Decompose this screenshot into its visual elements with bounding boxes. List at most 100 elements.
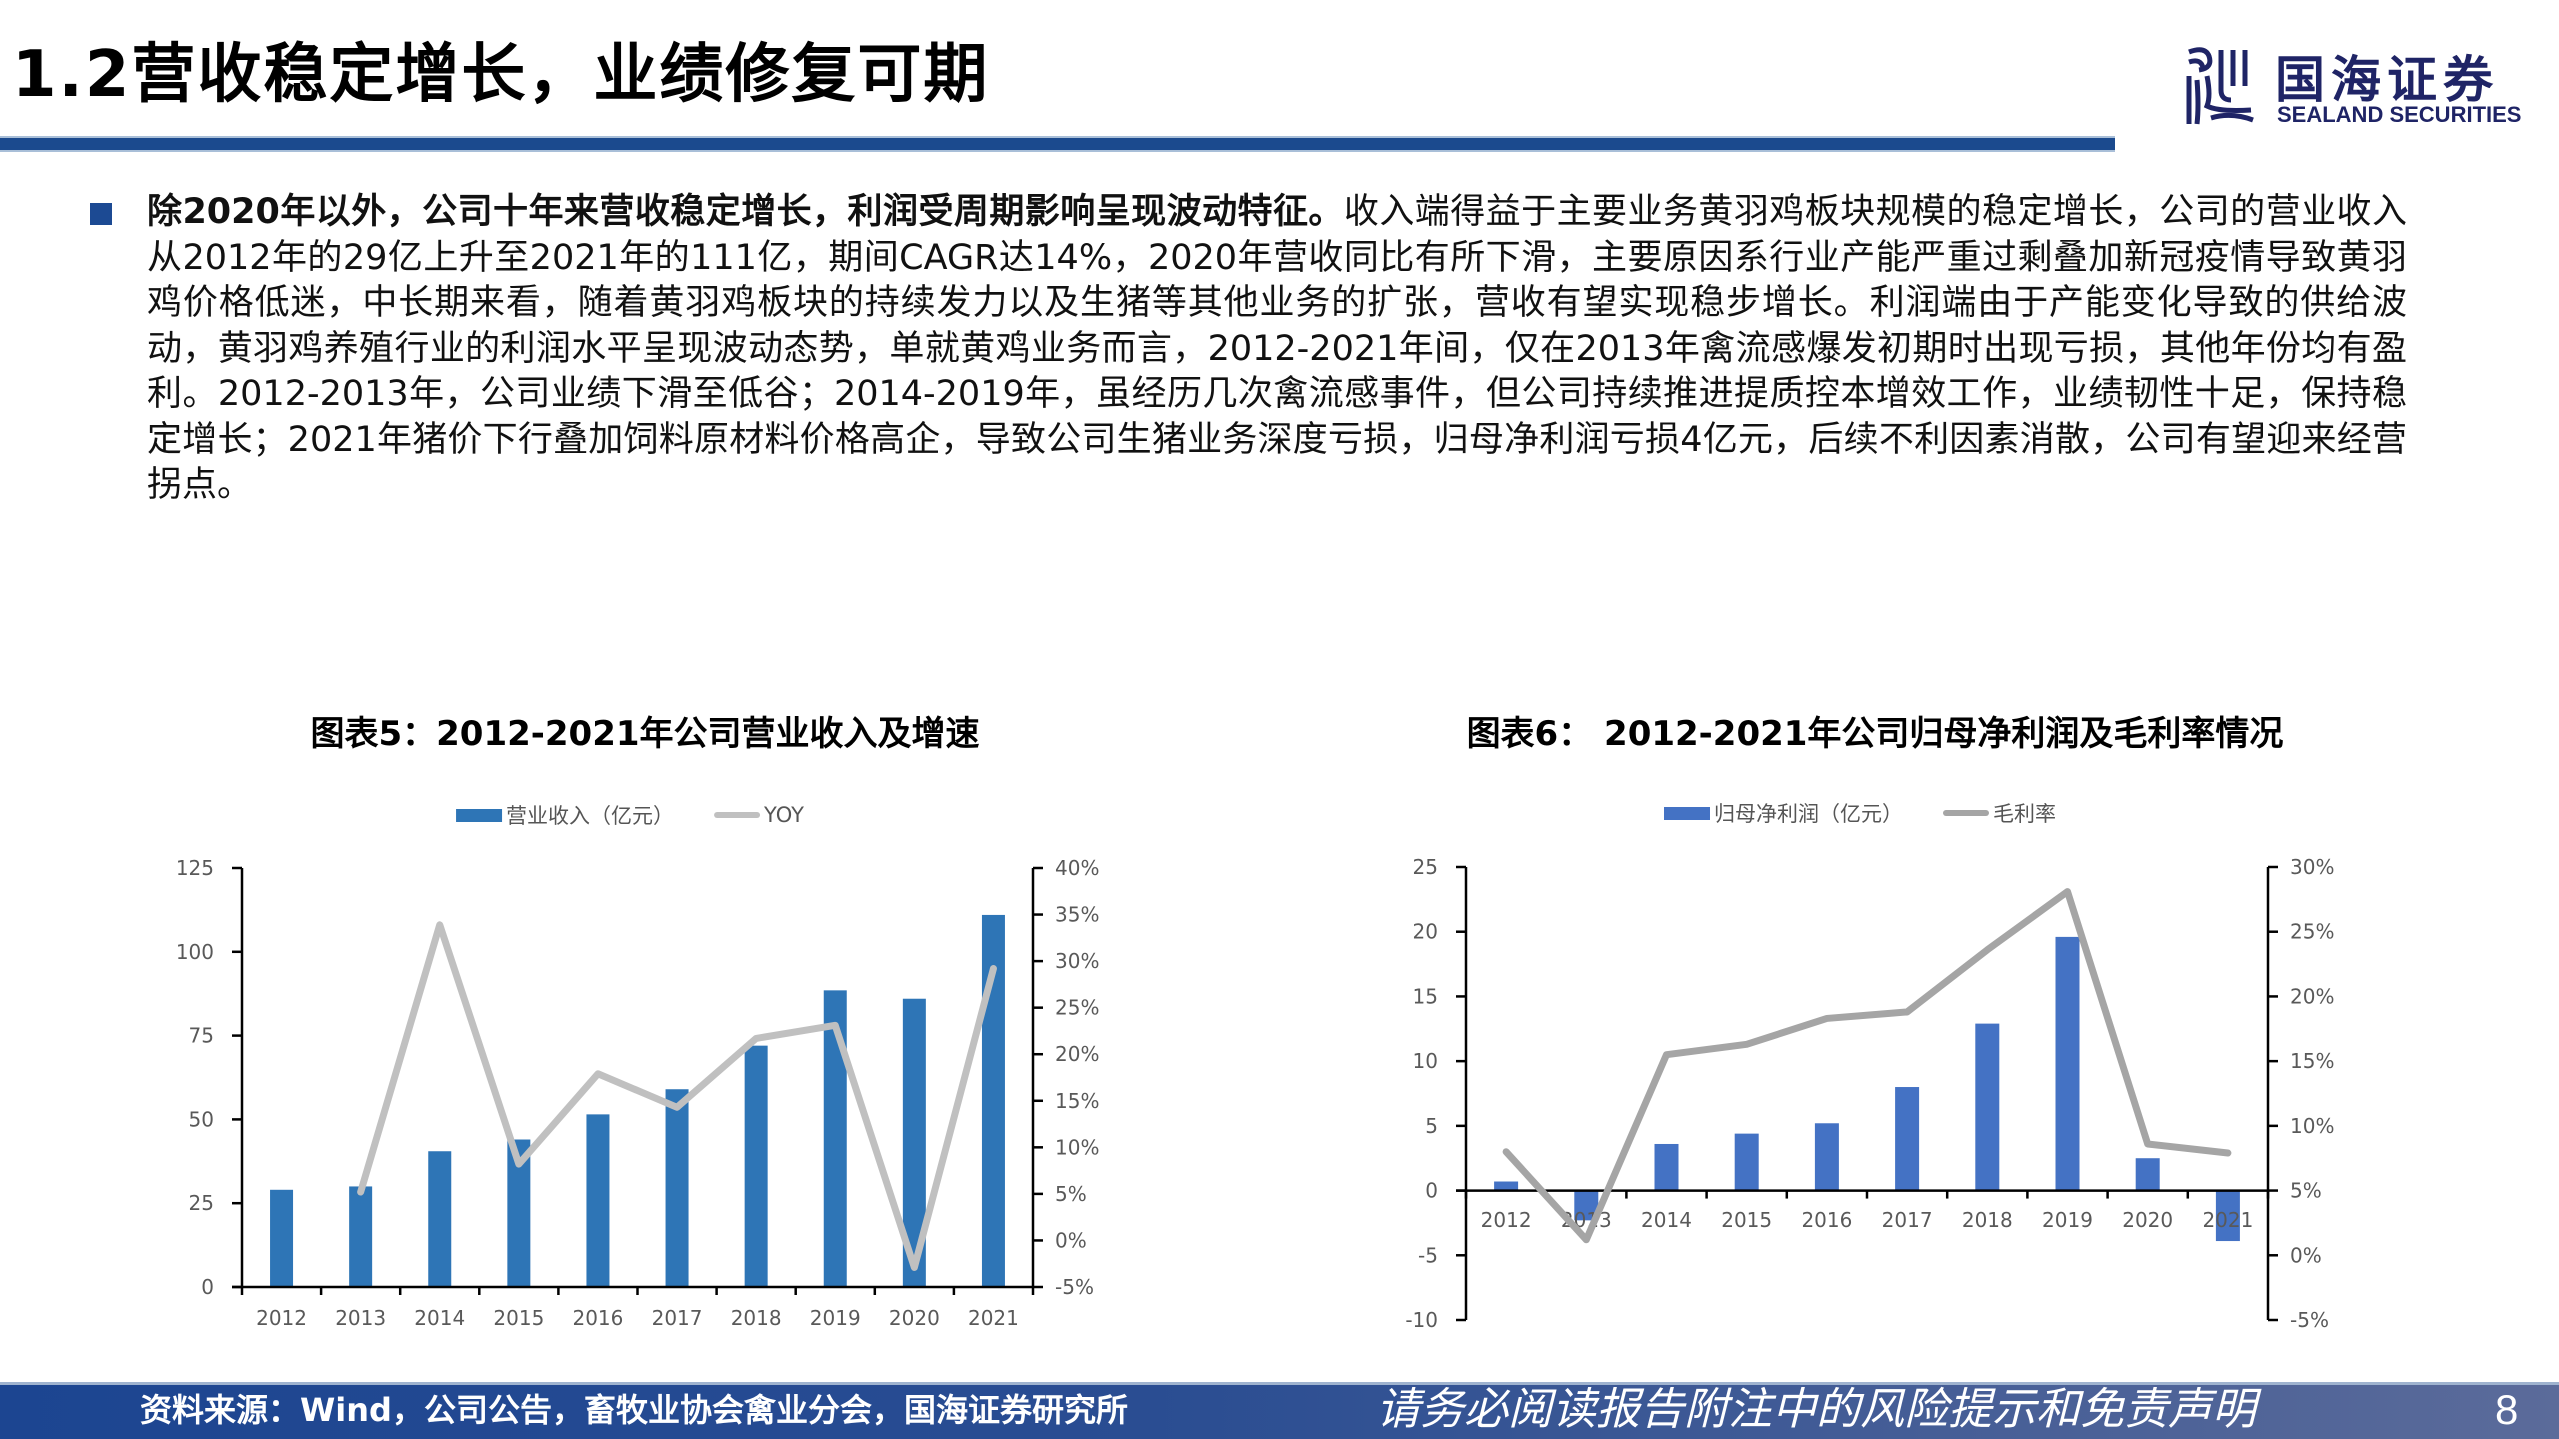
legend-label: YOY	[764, 803, 804, 827]
chart6-title: 图表6： 2012-2021年公司归母净利润及毛利率情况	[1466, 714, 2284, 754]
x-tick-label: 2021	[2202, 1208, 2253, 1232]
x-tick-label: 2012	[256, 1306, 307, 1330]
footer-source: 资料来源：Wind，公司公告，畜牧业协会禽业分会，国海证券研究所	[140, 1391, 1128, 1429]
x-tick-label: 2018	[1962, 1208, 2013, 1232]
bar-2015	[1734, 1133, 1759, 1191]
bar-2013	[349, 1186, 373, 1287]
legend-line-swatch-icon	[1943, 810, 1989, 816]
left-axis-tick-label: 25	[189, 1191, 214, 1215]
left-axis-tick-label: 20	[1413, 920, 1438, 944]
right-axis-tick-label: 25%	[2290, 920, 2334, 944]
legend-label: 毛利率	[1993, 802, 2056, 826]
page-number: 8	[2495, 1386, 2519, 1433]
x-tick-label: 2020	[2122, 1208, 2173, 1232]
right-axis-tick-label: 0%	[1055, 1228, 1087, 1252]
x-tick-label: 2017	[1882, 1208, 1933, 1232]
chart6-legend-netprofit: 归母净利润（亿元）	[1664, 798, 1903, 828]
x-tick-label: 2021	[968, 1306, 1019, 1330]
x-tick-label: 2012	[1481, 1208, 1532, 1232]
line-series	[1502, 888, 2232, 1244]
left-axis-tick-label: 50	[189, 1107, 214, 1131]
left-axis-tick-label: 5	[1425, 1114, 1438, 1138]
bar-2017	[1895, 1087, 1920, 1191]
left-axis-tick-label: 25	[1413, 855, 1438, 879]
x-tick-label: 2016	[572, 1306, 623, 1330]
line-series	[357, 921, 997, 1271]
right-axis-tick-label: 25%	[1055, 996, 1099, 1020]
x-tick-label: 2013	[335, 1306, 386, 1330]
bar-2012	[1494, 1181, 1519, 1191]
logo-chinese-name: 国海证券	[2275, 51, 2499, 109]
left-axis-tick-label: 0	[201, 1275, 214, 1299]
bar-2014	[428, 1151, 452, 1287]
legend-label: 营业收入（亿元）	[506, 804, 675, 828]
right-axis-tick-label: 30%	[1055, 949, 1099, 973]
x-tick-label: 2016	[1801, 1208, 1852, 1232]
legend-bar-swatch-icon	[1664, 806, 1710, 820]
chart5-legend: 营业收入（亿元） YOY	[456, 800, 834, 830]
left-axis-tick-label: 0	[1425, 1179, 1438, 1203]
x-tick-label: 2019	[810, 1306, 861, 1330]
footer-disclaimer: 请务必阅读报告附注中的风险提示和免责声明	[1376, 1384, 2256, 1435]
x-tick-label: 2014	[1641, 1208, 1692, 1232]
right-axis-tick-label: 5%	[1055, 1182, 1087, 1206]
bar-2018	[1975, 1023, 2000, 1191]
left-axis-tick-label: 100	[176, 940, 214, 964]
logo-english-name: SEALAND SECURITIES	[2277, 102, 2522, 127]
legend-bar-swatch-icon	[456, 808, 503, 822]
left-axis-tick-label: -10	[1405, 1308, 1438, 1332]
page-title: 1.2营收稳定增长，业绩修复可期	[12, 38, 990, 112]
bar-2019	[823, 990, 847, 1287]
x-tick-label: 2014	[414, 1306, 465, 1330]
right-axis-tick-label: 20%	[2290, 984, 2334, 1008]
chart6-legend-grossmargin: 毛利率	[1943, 798, 2056, 828]
bar-2020	[902, 998, 926, 1287]
bar-2014	[1654, 1143, 1679, 1191]
footer-bar	[0, 1382, 2559, 1439]
bar-2015	[507, 1139, 531, 1287]
right-axis-tick-label: 5%	[2290, 1179, 2322, 1203]
bar-2019	[2055, 936, 2080, 1191]
right-axis-tick-label: 10%	[1055, 1135, 1099, 1159]
left-axis-tick-label: -5	[1418, 1243, 1438, 1267]
chart5-legend-yoy: YOY	[714, 803, 804, 827]
body-bold-lead: 除2020年以外，公司十年来营收稳定增长，利润受周期影响呈现波动特征。	[147, 192, 1344, 232]
x-tick-label: 2020	[889, 1306, 940, 1330]
bar-2016	[586, 1114, 610, 1287]
body-text: 收入端得益于主要业务黄羽鸡板块规模的稳定增长，公司的营业收入从2012年的29亿…	[147, 192, 2407, 505]
bar-2021	[981, 914, 1005, 1287]
sealand-wave-logo-icon	[2186, 47, 2254, 125]
bar-2016	[1814, 1123, 1839, 1191]
legend-line-swatch-icon	[714, 812, 761, 818]
bar-2018	[744, 1045, 768, 1287]
right-axis-tick-label: -5%	[1055, 1275, 1094, 1299]
right-axis-tick-label: 0%	[2290, 1243, 2322, 1267]
chart5-revenue-yoy: 2012 2013 2014 2015 2016 2017 2018 2019 2020 2021…	[176, 856, 1100, 1330]
right-axis-tick-label: -5%	[2290, 1308, 2329, 1332]
left-axis-tick-label: 15	[1413, 984, 1438, 1008]
left-axis-tick-label: 10	[1413, 1049, 1438, 1073]
right-axis-tick-label: 10%	[2290, 1114, 2334, 1138]
bar-2012	[270, 1189, 294, 1287]
chart5-title: 图表5：2012-2021年公司营业收入及增速	[310, 714, 980, 754]
bullet-square-icon	[90, 203, 112, 225]
left-axis-tick-label: 75	[189, 1024, 214, 1048]
x-tick-label: 2017	[652, 1306, 703, 1330]
right-axis-tick-label: 15%	[1055, 1089, 1099, 1113]
x-tick-label: 2019	[2042, 1208, 2093, 1232]
chart6-netprofit-margin: 2012 2013 2014 2015 2016 2017 2018 2019 2020 2021…	[1405, 855, 2334, 1332]
company-logo: 国海证券 SEALAND SECURITIES	[2185, 44, 2540, 134]
right-axis-tick-label: 20%	[1055, 1042, 1099, 1066]
chart5-legend-revenue: 营业收入（亿元）	[456, 800, 674, 830]
right-axis-tick-label: 40%	[1055, 856, 1099, 880]
chart6-legend: 归母净利润（亿元） 毛利率	[1664, 798, 2086, 828]
legend-label: 归母净利润（亿元）	[1714, 802, 1903, 826]
title-divider	[0, 136, 2115, 152]
x-tick-label: 2018	[731, 1306, 782, 1330]
x-tick-label: 2015	[493, 1306, 544, 1330]
right-axis-tick-label: 30%	[2290, 855, 2334, 879]
body-paragraph: 除2020年以外，公司十年来营收稳定增长，利润受周期影响呈现波动特征。收入端得益…	[147, 190, 2407, 509]
bar-2017	[665, 1089, 689, 1287]
bar-2020	[2135, 1158, 2160, 1191]
right-axis-tick-label: 35%	[1055, 903, 1099, 927]
